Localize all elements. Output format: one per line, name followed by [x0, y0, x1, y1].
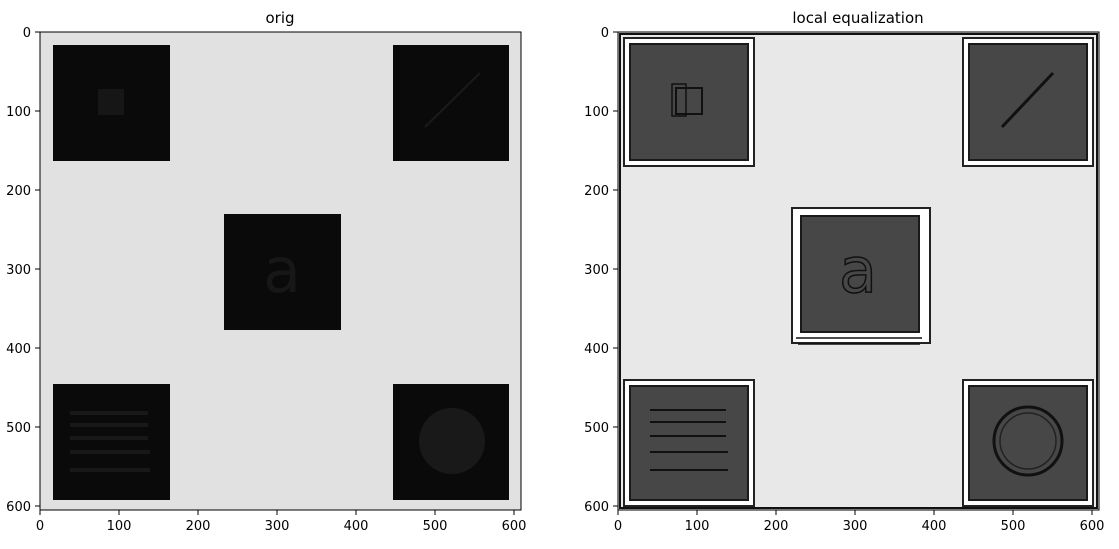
y-tick-label: 600: [6, 500, 31, 515]
orig-feature-small-square: [98, 89, 124, 115]
y-axis-orig: 0 100 200 300 400 500 600: [6, 26, 40, 515]
eq-square-top-right: [962, 37, 1094, 167]
y-tick-label: 500: [6, 421, 31, 436]
y-tick-label: 300: [584, 263, 609, 278]
y-tick-label: 300: [6, 263, 31, 278]
eq-square-bottom-left: [623, 379, 755, 507]
svg-text:a: a: [839, 234, 877, 307]
x-tick-label: 300: [843, 519, 868, 534]
eq-square-bottom-right: [962, 379, 1094, 507]
panel-title-local-equalization: local equalization: [792, 9, 923, 27]
y-tick-label: 0: [23, 26, 31, 41]
y-tick-label: 200: [584, 184, 609, 199]
orig-square-top-right: [393, 45, 509, 161]
y-tick-label: 100: [6, 105, 31, 120]
y-axis-local-equalization: 0 100 200 300 400 500 600: [584, 26, 618, 515]
axes-frame-local-equalization: [617, 31, 1100, 511]
x-tick-label: 500: [1001, 519, 1026, 534]
panel-orig: orig a: [6, 9, 526, 534]
x-axis-orig: 0 100 200 300 400 500 600: [36, 510, 527, 534]
axes-frame-orig: [39, 31, 522, 511]
x-tick-label: 200: [186, 519, 211, 534]
x-tick-label: 400: [344, 519, 369, 534]
x-tick-label: 500: [423, 519, 448, 534]
image-orig: a: [40, 32, 521, 510]
y-tick-label: 600: [584, 500, 609, 515]
x-tick-label: 600: [1080, 519, 1105, 534]
orig-square-center: [224, 214, 341, 330]
x-tick-label: 300: [265, 519, 290, 534]
y-tick-label: 200: [6, 184, 31, 199]
eq-square-top-left: [623, 37, 755, 167]
orig-feature-circle: [419, 408, 485, 474]
orig-feature-lines: [70, 411, 150, 472]
y-tick-label: 400: [6, 342, 31, 357]
y-tick-label: 400: [584, 342, 609, 357]
orig-square-bottom-left: [53, 384, 170, 500]
x-axis-local-equalization: 0 100 200 300 400 500 600: [614, 510, 1105, 534]
orig-feature-letter: a: [263, 234, 301, 307]
x-tick-label: 400: [922, 519, 947, 534]
y-tick-label: 500: [584, 421, 609, 436]
eq-border-artifact: [619, 33, 1098, 509]
x-tick-label: 200: [764, 519, 789, 534]
eq-square-center: a: [791, 207, 931, 345]
panel-local-equalization: local equalization: [584, 9, 1104, 534]
x-tick-label: 600: [502, 519, 527, 534]
y-tick-label: 100: [584, 105, 609, 120]
y-tick-label: 0: [601, 26, 609, 41]
x-tick-label: 0: [36, 519, 44, 534]
panel-title-orig: orig: [265, 9, 294, 27]
x-tick-label: 100: [685, 519, 710, 534]
orig-feature-diagonal-line: [424, 72, 481, 128]
x-tick-label: 0: [614, 519, 622, 534]
image-local-equalization: a: [618, 32, 1099, 510]
x-tick-label: 100: [107, 519, 132, 534]
